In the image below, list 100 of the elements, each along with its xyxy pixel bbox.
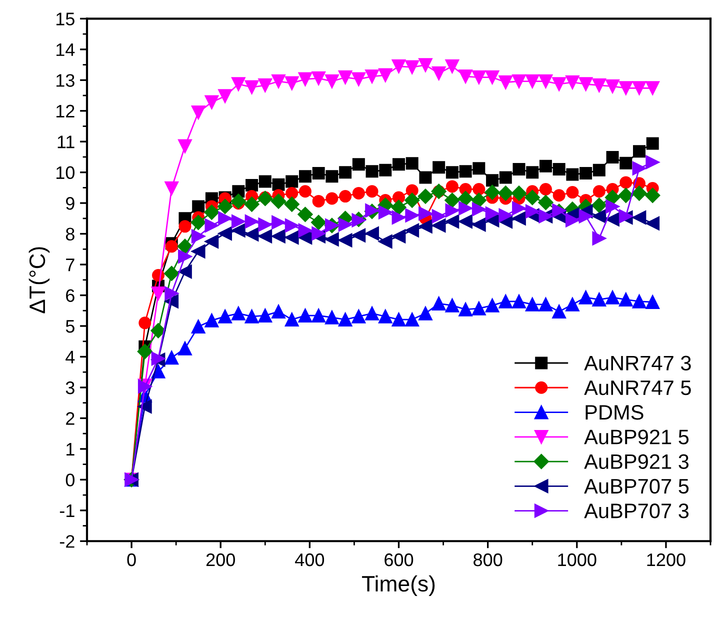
y-tick-label: 15 xyxy=(56,12,74,26)
point xyxy=(286,175,298,188)
point xyxy=(258,308,272,322)
point xyxy=(486,174,499,187)
point xyxy=(471,192,486,208)
x-tick-label: 200 xyxy=(206,553,235,566)
point xyxy=(164,286,179,300)
y-tick-label: 14 xyxy=(56,44,75,56)
point xyxy=(178,341,192,356)
point xyxy=(352,72,366,86)
point xyxy=(472,202,486,216)
point xyxy=(566,168,579,181)
point xyxy=(286,186,298,200)
y-tick-label: 5 xyxy=(66,320,74,333)
point xyxy=(138,316,152,330)
point xyxy=(565,213,580,228)
point xyxy=(578,77,593,92)
y-tick-label: 4 xyxy=(66,350,75,364)
point xyxy=(258,218,272,232)
point xyxy=(525,204,540,218)
point xyxy=(539,160,552,172)
point xyxy=(525,298,540,312)
point xyxy=(298,72,312,86)
point xyxy=(498,294,513,308)
point xyxy=(190,214,206,230)
point xyxy=(326,170,338,183)
point xyxy=(472,302,486,316)
legend-label: AuBP921 3 xyxy=(584,454,689,470)
point xyxy=(244,196,260,212)
point xyxy=(432,296,446,311)
point xyxy=(445,203,460,218)
y-tick-label: -1 xyxy=(60,504,74,517)
point xyxy=(418,188,434,204)
point xyxy=(244,310,259,324)
point xyxy=(538,194,554,210)
point xyxy=(392,312,406,326)
point xyxy=(432,66,446,80)
y-axis-title: ΔT(°C) xyxy=(28,247,50,314)
point xyxy=(312,194,325,208)
point xyxy=(204,204,220,220)
point xyxy=(178,264,192,279)
y-tick-label: 7 xyxy=(66,258,74,272)
point xyxy=(592,198,607,213)
point xyxy=(525,74,540,88)
point xyxy=(485,298,500,312)
point xyxy=(338,70,352,84)
point xyxy=(418,219,432,234)
point xyxy=(512,211,526,226)
point xyxy=(632,294,646,308)
point xyxy=(512,74,526,88)
y-tick-label: 9 xyxy=(66,197,74,210)
point xyxy=(511,186,527,201)
point xyxy=(632,81,646,96)
legend-label: AuNR747 3 xyxy=(584,356,691,370)
point xyxy=(165,240,178,253)
point xyxy=(578,290,593,304)
point xyxy=(618,188,634,203)
point xyxy=(632,186,647,201)
point xyxy=(204,314,219,328)
point xyxy=(485,206,500,220)
point xyxy=(218,89,232,104)
y-tick-label: -2 xyxy=(60,535,74,548)
point xyxy=(231,223,246,238)
point xyxy=(418,58,432,72)
point xyxy=(446,166,458,179)
point xyxy=(592,292,606,307)
point xyxy=(392,210,406,224)
point xyxy=(498,208,513,222)
point xyxy=(246,178,258,192)
point xyxy=(258,78,272,92)
point xyxy=(178,250,192,264)
point xyxy=(177,238,193,254)
point xyxy=(391,200,406,215)
point xyxy=(365,306,379,320)
y-tick-label: 13 xyxy=(56,74,74,87)
point xyxy=(312,71,326,86)
point xyxy=(298,206,313,222)
point xyxy=(565,75,580,90)
point xyxy=(312,167,325,180)
point xyxy=(298,185,312,198)
point xyxy=(592,78,606,92)
point xyxy=(432,161,446,174)
x-tick-label: 800 xyxy=(474,553,502,566)
point xyxy=(231,77,246,92)
point xyxy=(204,95,219,110)
point xyxy=(326,192,338,205)
point xyxy=(284,230,299,244)
point xyxy=(378,234,392,248)
point xyxy=(445,59,460,74)
point xyxy=(645,188,660,203)
point xyxy=(325,232,339,246)
point xyxy=(526,166,539,179)
point xyxy=(284,76,299,90)
point xyxy=(244,214,259,228)
point xyxy=(378,68,392,82)
x-tick-label: 600 xyxy=(384,553,414,566)
point xyxy=(192,200,205,213)
point xyxy=(352,158,365,171)
point xyxy=(498,186,514,201)
point xyxy=(272,215,286,230)
